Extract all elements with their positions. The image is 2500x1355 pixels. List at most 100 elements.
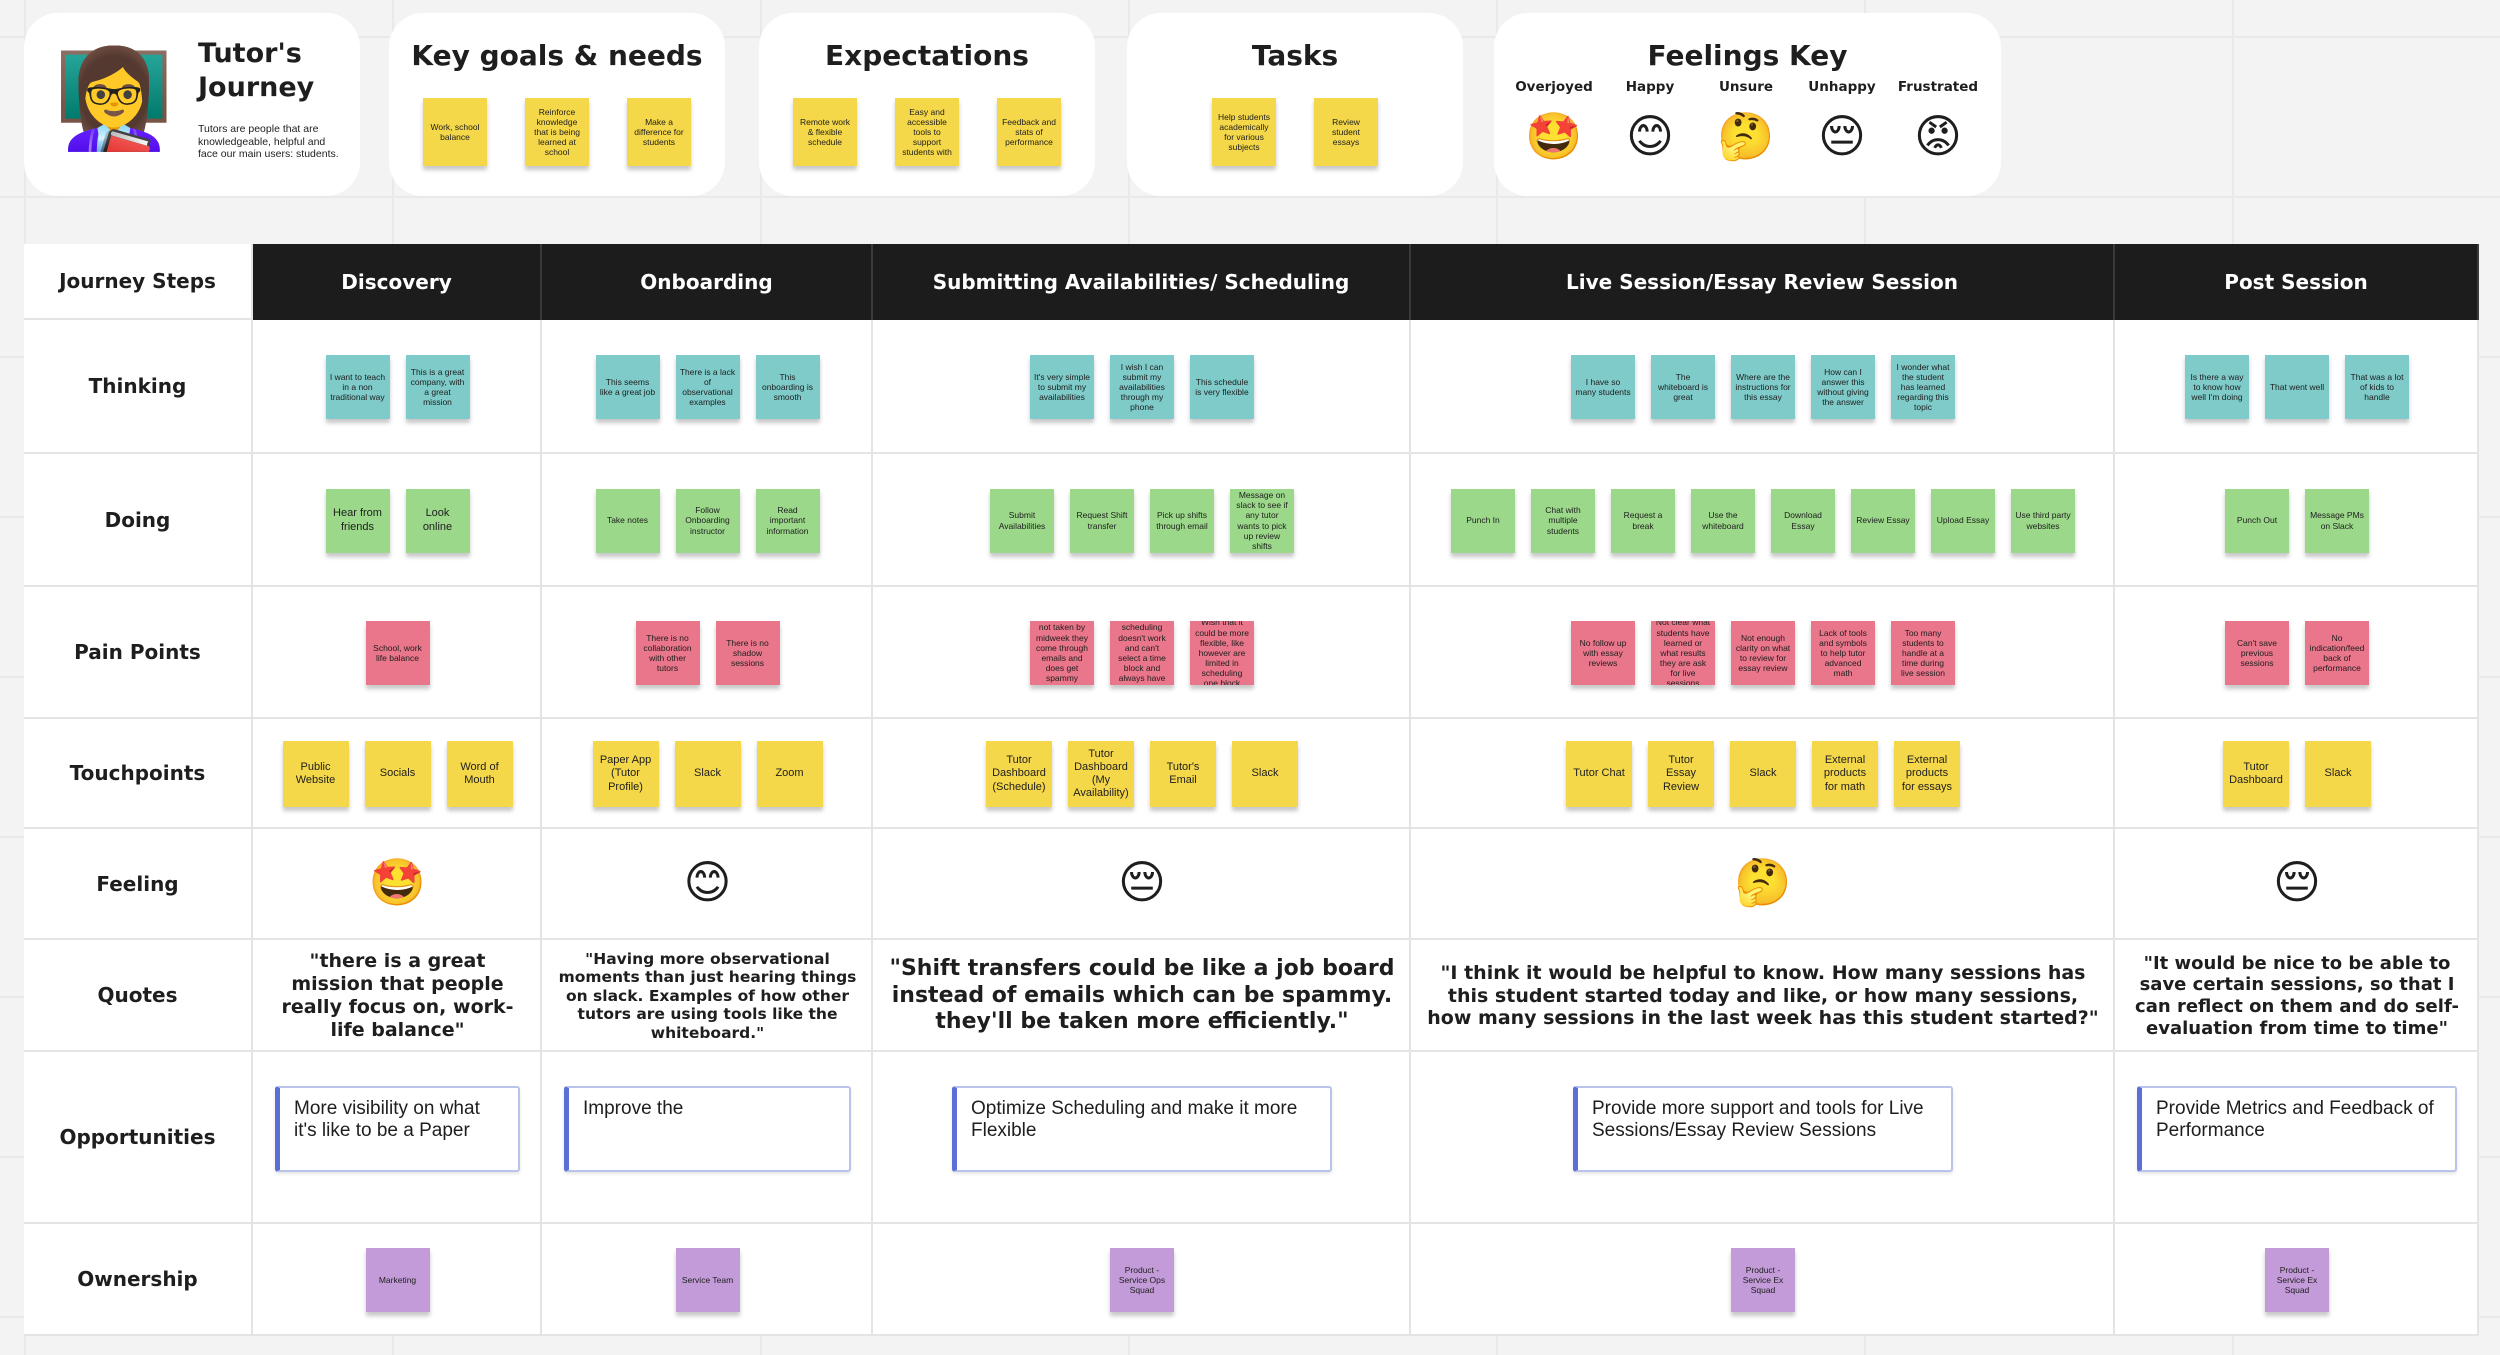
table-cell: More visibility on what it's like to be … bbox=[253, 1052, 542, 1224]
sticky-note: Zoom bbox=[756, 741, 823, 807]
table-cell: I want to teach in a non traditional way… bbox=[253, 320, 542, 454]
table-cell: Provide Metrics and Feedback of Performa… bbox=[2115, 1052, 2479, 1224]
table-cell: Is there a way to know how well I'm doin… bbox=[2115, 320, 2479, 454]
sticky-note: Product - Service Ex Squad bbox=[1731, 1248, 1795, 1312]
feeling-label: Happy bbox=[1625, 79, 1675, 95]
persona-card: 👩‍🏫 Tutor's Journey Tutors are people th… bbox=[24, 13, 360, 196]
sticky-note: Feedback and stats of performance bbox=[997, 98, 1061, 166]
feeling-emoji: 🤩 bbox=[1525, 109, 1583, 163]
sticky-note: Hear from friends bbox=[325, 488, 390, 553]
sticky-note: The whiteboard is great bbox=[1651, 355, 1715, 419]
sticky-note: Look online bbox=[405, 488, 470, 553]
feeling-emoji: 😔 bbox=[1818, 109, 1866, 163]
sticky-note: Use the whiteboard bbox=[1691, 488, 1755, 553]
sticky-note: Product - Service Ex Squad bbox=[2265, 1248, 2329, 1312]
card-title: Expectations bbox=[825, 39, 1029, 72]
table-cell: "It would be nice to be able to save cer… bbox=[2115, 940, 2479, 1052]
table-cell: 🤔 bbox=[1411, 829, 2115, 940]
stage-header: Discovery bbox=[253, 244, 542, 320]
sticky-note: Slack bbox=[2305, 741, 2371, 807]
row-label: Feeling bbox=[24, 829, 253, 940]
feeling-emoji: 😡 bbox=[1914, 109, 1962, 163]
table-cell: Tutor Dashboard (Schedule) Tutor Dashboar… bbox=[873, 719, 1411, 829]
stage-header: Live Session/Essay Review Session bbox=[1411, 244, 2115, 320]
table-cell: 🤩 bbox=[253, 829, 542, 940]
sticky-note: I have so many students bbox=[1571, 355, 1635, 419]
opportunity-box: Provide more support and tools for Live … bbox=[1573, 1086, 1953, 1172]
sticky-note: Submit Availabilities bbox=[990, 488, 1054, 553]
sticky-note: I want to teach in a non traditional way bbox=[325, 355, 390, 419]
table-cell: Tutor Chat Tutor Essay Review Slack Externa… bbox=[1411, 719, 2115, 829]
table-cell: "Having more observational moments than … bbox=[542, 940, 873, 1052]
row-label: Opportunities bbox=[24, 1052, 253, 1224]
feeling-label: Unsure bbox=[1718, 79, 1774, 95]
sticky-note: Public Website bbox=[282, 741, 349, 807]
sticky-note: That went well bbox=[2265, 355, 2329, 419]
sticky-note: Work, school balance bbox=[423, 98, 487, 166]
sticky-note: That was a lot of kids to handle bbox=[2345, 355, 2409, 419]
sticky-note: Review student essays bbox=[1314, 98, 1378, 166]
table-cell: If the shifts are not taken by midweek t… bbox=[873, 587, 1411, 719]
sticky-note: External products for math bbox=[1812, 741, 1878, 807]
table-cell: I have so many students The whiteboard is… bbox=[1411, 320, 2115, 454]
info-card: Key goals & needs Work, school balance Rei… bbox=[389, 13, 725, 196]
table-cell: Tutor Dashboard Slack bbox=[2115, 719, 2479, 829]
sticky-note: Follow Onboarding instructor bbox=[675, 488, 740, 553]
sticky-note: Is there a way to know how well I'm doin… bbox=[2185, 355, 2249, 419]
sticky-note: It's very simple to submit my availabili… bbox=[1030, 355, 1094, 419]
quote: "there is a great mission that people re… bbox=[281, 950, 514, 1041]
sticky-note: Too many students to handle at a time du… bbox=[1891, 621, 1955, 685]
sticky-note: Tutor Dashboard bbox=[2223, 741, 2289, 807]
sticky-note: I wish I can submit my availabilities th… bbox=[1110, 355, 1174, 419]
stage-header: Submitting Availabilities/ Scheduling bbox=[873, 244, 1411, 320]
sticky-note: Take notes bbox=[595, 488, 660, 553]
quote: "I think it would be helpful to know. Ho… bbox=[1427, 961, 2099, 1030]
sticky-note: Socials bbox=[364, 741, 431, 807]
table-cell: 😊 bbox=[542, 829, 873, 940]
feeling-emoji: 😊 bbox=[683, 854, 732, 909]
sticky-note: Slack bbox=[674, 741, 741, 807]
sticky-note: No follow up with essay reviews bbox=[1571, 621, 1635, 685]
persona-title: Tutor's Journey bbox=[198, 38, 315, 103]
table-cell: No follow up with essay reviews Not clear… bbox=[1411, 587, 2115, 719]
quote: "Having more observational moments than … bbox=[558, 949, 857, 1042]
sticky-note: Tutor Dashboard (Schedule) bbox=[986, 741, 1052, 807]
table-cell: Public Website Socials Word of Mouth bbox=[253, 719, 542, 829]
sticky-note: Message on slack to see if any tutor wan… bbox=[1230, 488, 1294, 553]
sticky-note: Wish that it could be more flexible, lik… bbox=[1190, 621, 1254, 685]
opportunity-box: Provide Metrics and Feedback of Performa… bbox=[2137, 1086, 2457, 1172]
sticky-note: How can I answer this without giving the… bbox=[1811, 355, 1875, 419]
sticky-note: Chat with multiple students bbox=[1531, 488, 1595, 553]
sticky-note: School, work life balance bbox=[365, 621, 430, 685]
table-cell: "there is a great mission that people re… bbox=[253, 940, 542, 1052]
sticky-note: Use third party websites bbox=[2011, 488, 2075, 553]
table-cell: 😔 bbox=[873, 829, 1411, 940]
sticky-note: The mobile scheduling doesn't work and c… bbox=[1110, 621, 1174, 685]
row-label: Pain Points bbox=[24, 587, 253, 719]
table-cell: It's very simple to submit my availabili… bbox=[873, 320, 1411, 454]
table-cell: There is no collaboration with other tut… bbox=[542, 587, 873, 719]
stage-header: Onboarding bbox=[542, 244, 873, 320]
table-cell: Service Team bbox=[542, 1224, 873, 1336]
sticky-note: Upload Essay bbox=[1931, 488, 1995, 553]
sticky-note: Not enough clarity on what to review for… bbox=[1731, 621, 1795, 685]
table-cell: Punch Out Message PMs on Slack bbox=[2115, 454, 2479, 587]
sticky-note: There is a lack of observational example… bbox=[675, 355, 740, 419]
sticky-note: Help students academically for various s… bbox=[1212, 98, 1276, 166]
row-label: Thinking bbox=[24, 320, 253, 454]
feeling-label: Overjoyed bbox=[1515, 79, 1593, 95]
table-cell: Optimize Scheduling and make it more Fle… bbox=[873, 1052, 1411, 1224]
info-card: Expectations Remote work & flexible sched… bbox=[759, 13, 1095, 196]
table-cell: Provide more support and tools for Live … bbox=[1411, 1052, 2115, 1224]
sticky-note: Request a break bbox=[1611, 488, 1675, 553]
feeling-emoji: 🤔 bbox=[1734, 854, 1792, 909]
opportunity-box: Improve the bbox=[564, 1086, 851, 1172]
sticky-note: Marketing bbox=[365, 1248, 430, 1312]
sticky-note: Review Essay bbox=[1851, 488, 1915, 553]
sticky-note: This onboarding is smooth bbox=[755, 355, 820, 419]
sticky-note: Tutor Chat bbox=[1566, 741, 1632, 807]
sticky-note: Not clear what students have learned or … bbox=[1651, 621, 1715, 685]
table-cell: 😔 bbox=[2115, 829, 2479, 940]
feelings-key-card: Feelings Key Overjoyed 🤩 Happy 😊 Unsure 🤔 Unha… bbox=[1494, 13, 2001, 196]
sticky-note: Tutor's Email bbox=[1150, 741, 1216, 807]
